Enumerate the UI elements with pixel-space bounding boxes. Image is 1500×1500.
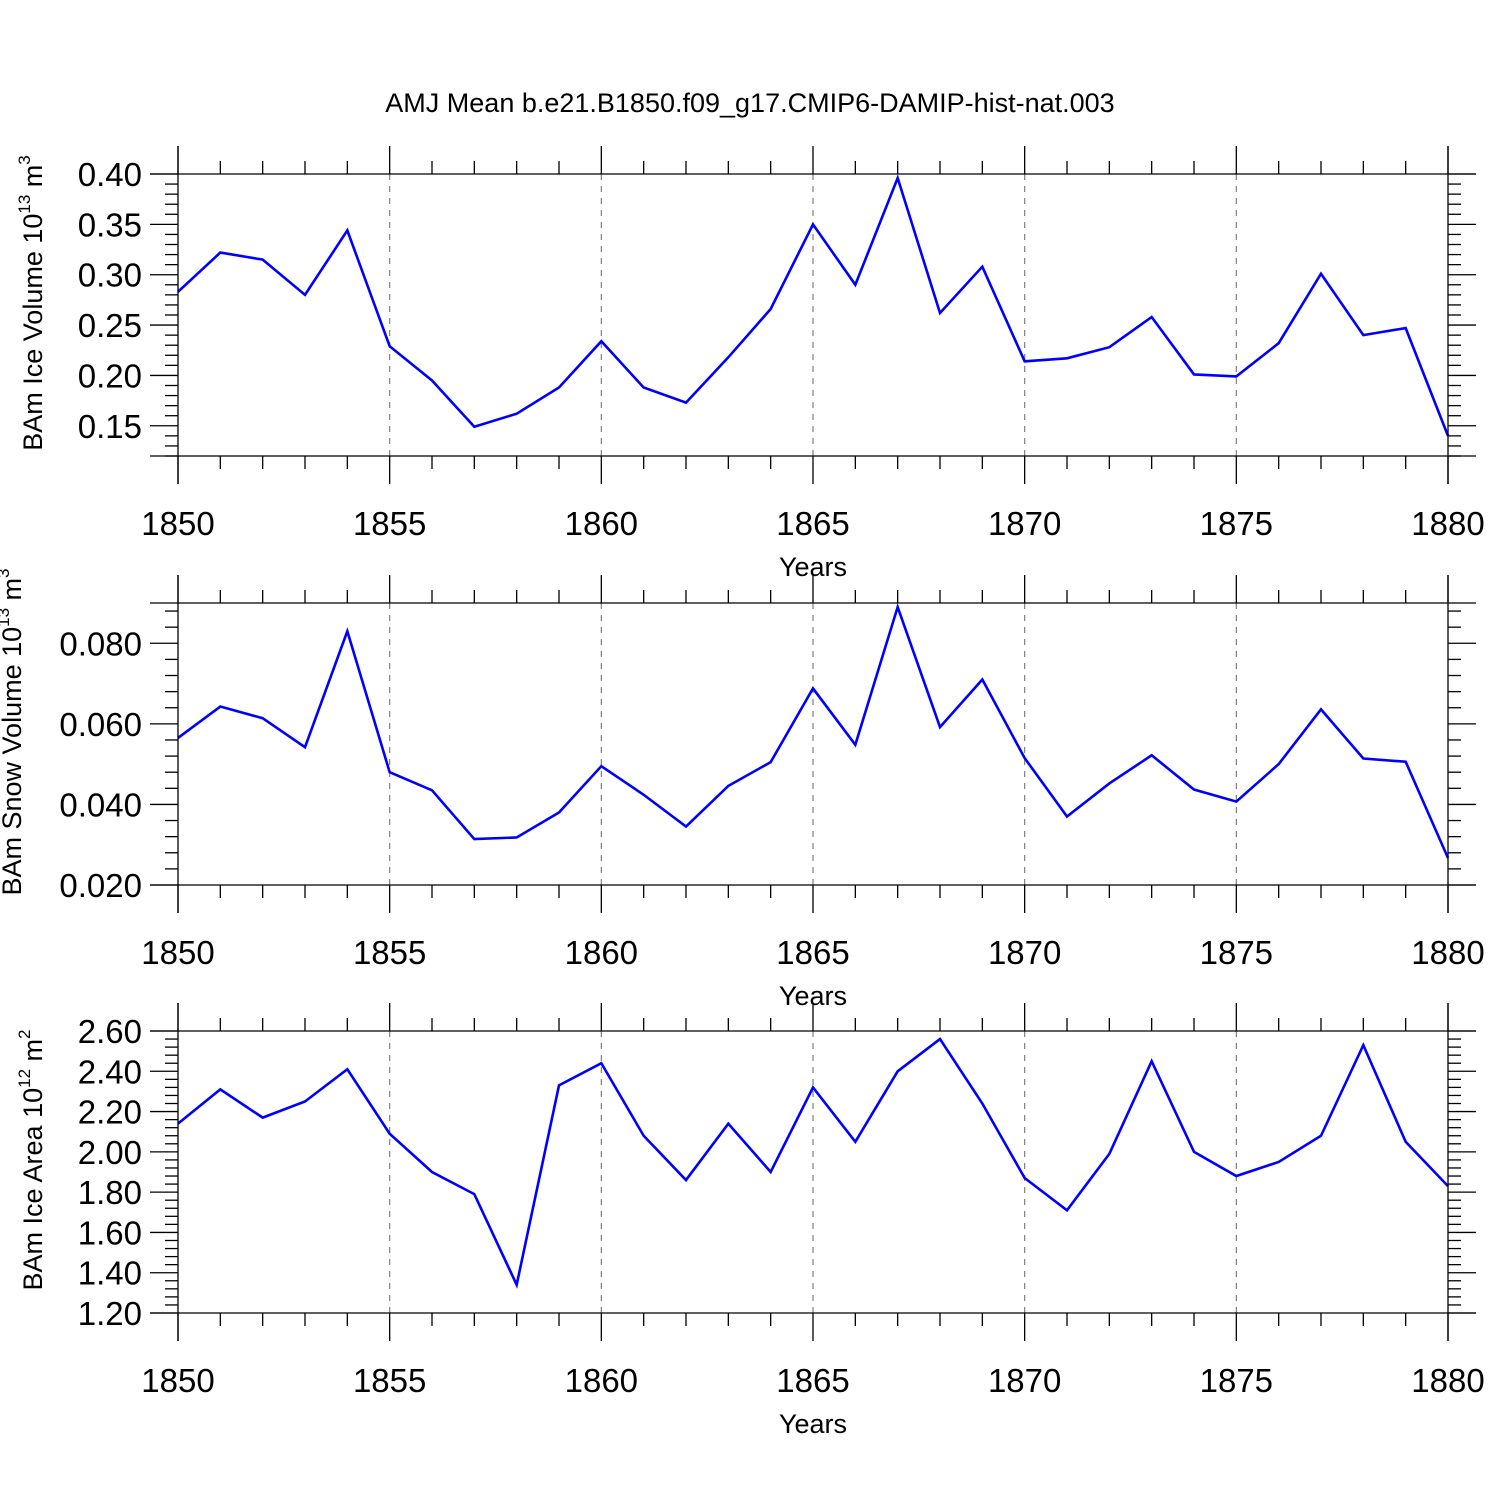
y-label-unit: m xyxy=(0,578,27,608)
chart-title: AMJ Mean b.e21.B1850.f09_g17.CMIP6-DAMIP… xyxy=(385,88,1114,118)
data-line xyxy=(177,174,1450,437)
y-label-unit-exponent: 3 xyxy=(0,568,13,577)
data-line xyxy=(177,602,1450,859)
data-line xyxy=(177,1037,1449,1289)
x-tick-label: 1850 xyxy=(141,934,214,971)
y-tick-label: 0.40 xyxy=(78,156,142,193)
x-tick-label: 1880 xyxy=(1411,505,1484,542)
x-tick-label: 1855 xyxy=(353,934,426,971)
y-tick-label: 2.20 xyxy=(78,1094,142,1131)
x-tick-label: 1850 xyxy=(141,1362,214,1399)
y-label-unit: m xyxy=(18,165,48,195)
x-tick-label: 1875 xyxy=(1200,1362,1273,1399)
y-tick-label: 1.40 xyxy=(78,1255,142,1292)
x-tick-label: 1880 xyxy=(1411,1362,1484,1399)
y-tick-label: 1.20 xyxy=(78,1295,142,1332)
y-label-exponent: 13 xyxy=(15,195,34,214)
panel-3: 1.201.40 1.601.802.002.20 2.402.60 1850 1855… xyxy=(15,1003,1485,1439)
y-tick-label: 0.060 xyxy=(59,706,142,743)
panels: 0.15 0.20 0.25 0.30 0.35 0.40 1850 1855 1860 1865… xyxy=(0,146,1485,1439)
y-tick-label: 0.020 xyxy=(59,867,142,904)
y-tick-label: 0.080 xyxy=(59,625,142,662)
y-tick-label: 2.00 xyxy=(78,1134,142,1171)
x-axis-label: Years xyxy=(779,1409,847,1439)
y-label-unit: m xyxy=(18,1039,48,1069)
y-tick-label: 0.20 xyxy=(78,357,142,394)
y-tick-label: 1.60 xyxy=(78,1214,142,1251)
x-tick-label: 1865 xyxy=(776,505,849,542)
x-tick-label: 1870 xyxy=(988,934,1061,971)
y-label-unit-exponent: 2 xyxy=(15,1030,34,1039)
y-tick-label: 0.15 xyxy=(78,408,142,445)
y-tick-label: 2.40 xyxy=(78,1053,142,1090)
x-tick-label: 1860 xyxy=(565,1362,638,1399)
y-label-exponent: 13 xyxy=(0,608,13,627)
x-tick-label: 1865 xyxy=(776,934,849,971)
x-tick-label: 1850 xyxy=(141,505,214,542)
x-tick-label: 1870 xyxy=(988,505,1061,542)
y-label-exponent: 12 xyxy=(15,1069,34,1088)
y-tick-label: 0.25 xyxy=(78,307,142,344)
x-tick-label: 1860 xyxy=(565,934,638,971)
y-label-base: BAm Ice Volume 10 xyxy=(18,214,48,451)
panel-2: 0.020 0.040 0.060 0.080 1850 1855 1860 1865 1870… xyxy=(0,568,1485,1011)
y-label-base: BAm Ice Area 10 xyxy=(18,1088,48,1291)
y-tick-label: 2.60 xyxy=(78,1013,142,1050)
x-tick-label: 1860 xyxy=(565,505,638,542)
panel-1: 0.15 0.20 0.25 0.30 0.35 0.40 1850 1855 1860 1865… xyxy=(15,146,1485,582)
y-tick-label: 0.040 xyxy=(59,786,142,823)
y-axis-label: BAm Ice Volume 1013 m3 xyxy=(15,155,48,451)
y-tick-label: 0.30 xyxy=(78,257,142,294)
y-tick-label: 0.35 xyxy=(78,206,142,243)
x-tick-label: 1855 xyxy=(353,1362,426,1399)
x-tick-label: 1875 xyxy=(1200,505,1273,542)
y-axis-label: BAm Snow Volume 1013 m3 xyxy=(0,568,27,895)
x-tick-label: 1870 xyxy=(988,1362,1061,1399)
x-tick-label: 1880 xyxy=(1411,934,1484,971)
y-axis-label: BAm Ice Area 1012 m2 xyxy=(15,1030,48,1291)
y-tick-label: 1.80 xyxy=(78,1174,142,1211)
x-tick-label: 1855 xyxy=(353,505,426,542)
y-label-base: BAm Snow Volume 10 xyxy=(0,627,27,896)
y-label-unit-exponent: 3 xyxy=(15,155,34,164)
x-tick-label: 1865 xyxy=(776,1362,849,1399)
x-tick-label: 1875 xyxy=(1200,934,1273,971)
